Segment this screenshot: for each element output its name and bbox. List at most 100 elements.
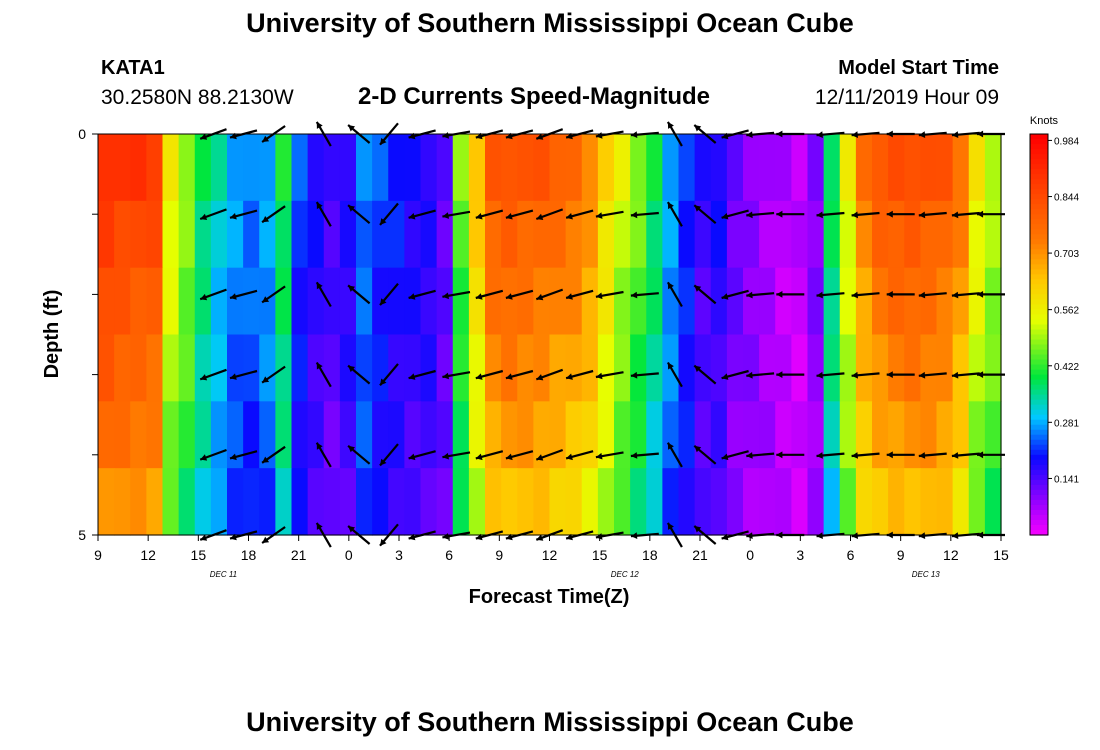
- heatmap-cell: [549, 267, 567, 336]
- current-arrow: [776, 291, 805, 298]
- heatmap-cell: [888, 200, 905, 269]
- heatmap-cell: [452, 401, 470, 469]
- current-arrow: [693, 204, 717, 225]
- heatmap-cell: [388, 334, 405, 402]
- heatmap-cell: [162, 468, 180, 536]
- heatmap-cell: [630, 468, 647, 536]
- current-arrow: [630, 211, 659, 219]
- colorbar-tick-label: 0.844: [1054, 193, 1079, 204]
- heatmap-cell: [549, 401, 567, 469]
- heatmap-cell: [936, 401, 954, 469]
- x-tick-label: 21: [291, 547, 307, 563]
- current-arrow: [776, 371, 805, 378]
- current-arrow: [816, 291, 845, 299]
- heatmap-cell: [726, 200, 744, 269]
- heatmap-cell: [855, 200, 873, 269]
- heatmap-cell: [468, 468, 486, 536]
- heatmap-cell: [759, 267, 776, 336]
- heatmap-cell: [694, 401, 712, 469]
- colorbar-swatch: [1030, 394, 1048, 401]
- heatmap-cell: [823, 267, 841, 336]
- current-arrow: [347, 364, 371, 385]
- heatmap-cell: [356, 134, 373, 202]
- colorbar-tick-label: 0.703: [1054, 249, 1079, 260]
- heatmap-cell: [581, 401, 599, 469]
- heatmap-cell: [597, 468, 615, 536]
- colorbar-swatch: [1030, 314, 1048, 321]
- colorbar-frame: [1029, 133, 1049, 536]
- heatmap-cell: [517, 267, 534, 336]
- colorbar-swatch: [1030, 439, 1048, 446]
- heatmap-cell: [307, 134, 325, 202]
- current-arrow: [475, 450, 504, 461]
- current-arrow: [776, 210, 805, 218]
- heatmap-cell: [178, 267, 196, 336]
- current-arrow: [535, 288, 564, 301]
- heatmap-cell: [807, 334, 825, 402]
- colorbar-swatch: [1030, 424, 1048, 431]
- current-arrow: [442, 210, 471, 219]
- heatmap-cell: [517, 334, 534, 402]
- heatmap-cell: [662, 267, 680, 336]
- heatmap-cell: [694, 334, 712, 402]
- heatmap-cell: [420, 468, 438, 536]
- current-arrow: [475, 369, 504, 380]
- current-arrow: [630, 452, 659, 459]
- heatmap-cell: [791, 200, 809, 269]
- current-arrow: [379, 282, 399, 306]
- heatmap-cell: [517, 401, 534, 469]
- heatmap-cell: [243, 334, 260, 402]
- current-arrow: [816, 371, 845, 379]
- heatmap-cell: [614, 200, 631, 269]
- colorbar-swatch: [1030, 144, 1048, 150]
- colorbar-swatch: [1030, 364, 1048, 371]
- heatmap-cell: [259, 134, 276, 202]
- current-arrow: [535, 368, 564, 381]
- heatmap-cell: [694, 200, 712, 269]
- colorbar-swatch: [1030, 179, 1048, 185]
- current-arrow: [565, 289, 594, 300]
- current-arrow: [951, 291, 980, 299]
- current-arrow: [951, 211, 980, 219]
- heatmap-cell: [952, 267, 970, 336]
- heatmap-cell: [194, 134, 212, 202]
- colorbar-swatch: [1030, 529, 1048, 536]
- colorbar-swatch: [1030, 294, 1048, 301]
- heatmap-cell: [968, 267, 986, 336]
- heatmap-cell: [194, 267, 212, 336]
- current-arrow: [851, 452, 880, 459]
- heatmap-cell: [839, 468, 857, 536]
- heatmap-cell: [210, 267, 228, 336]
- colorbar-tick-label: 0.141: [1054, 474, 1079, 485]
- current-arrow: [776, 451, 805, 459]
- heatmap-cell: [581, 267, 599, 336]
- heatmap-cell: [114, 200, 131, 269]
- heatmap-cell: [162, 267, 180, 336]
- colorbar-swatch: [1030, 499, 1048, 506]
- current-arrow: [746, 371, 775, 379]
- heatmap-cell: [452, 267, 470, 336]
- heatmap-cell: [888, 468, 905, 536]
- x-tick-label: 9: [94, 547, 102, 563]
- heatmap-cell: [710, 401, 728, 469]
- current-arrow: [918, 452, 947, 459]
- x-tick-label: 9: [495, 547, 503, 563]
- colorbar-swatch: [1030, 164, 1048, 170]
- heatmap-cells: [98, 134, 1002, 536]
- current-arrow: [379, 363, 399, 387]
- current-arrow: [595, 210, 624, 219]
- heatmap-cell: [259, 334, 276, 402]
- heatmap-cell: [517, 134, 534, 202]
- heatmap-cell: [807, 267, 825, 336]
- heatmap-cell: [839, 267, 857, 336]
- heatmap-cell: [888, 401, 905, 469]
- colorbar-swatch: [1030, 369, 1048, 376]
- current-arrow: [977, 451, 1005, 459]
- heatmap-cell: [549, 134, 567, 202]
- heatmap-cell: [307, 334, 325, 402]
- heatmap-cell: [146, 468, 164, 536]
- heatmap-cell: [130, 401, 147, 469]
- colorbar-swatch: [1030, 469, 1048, 476]
- heatmap-cell: [952, 468, 970, 536]
- current-arrow: [565, 450, 594, 461]
